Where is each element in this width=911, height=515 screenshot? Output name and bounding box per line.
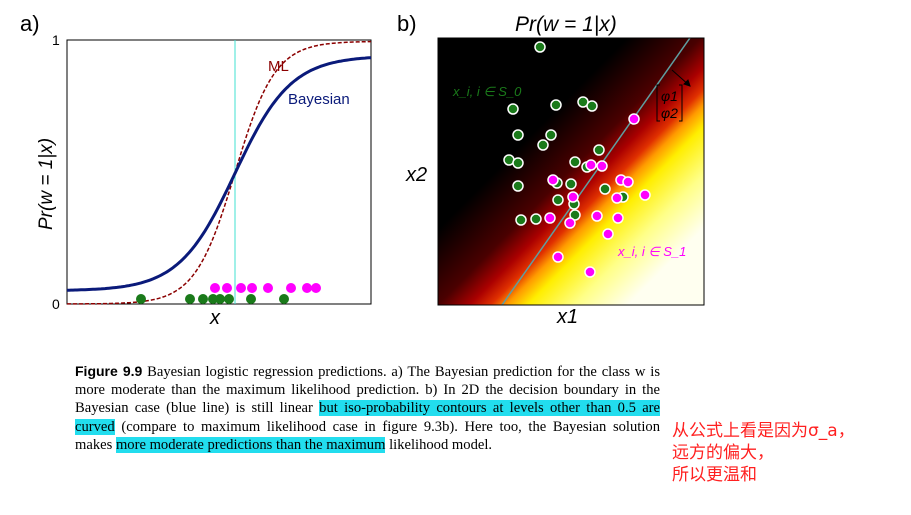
class1-point [584, 266, 596, 278]
ml-curve [67, 40, 371, 305]
class0-point [569, 156, 581, 168]
class0-point [136, 294, 146, 304]
class0-point [545, 129, 557, 141]
class0-point [208, 294, 218, 304]
class1-label: x_i, i ∈ S_1 [617, 244, 686, 259]
bayesian-curve [67, 56, 372, 292]
panel-b-data-points [503, 41, 651, 278]
class1-point [622, 176, 634, 188]
class1-point [567, 191, 579, 203]
legend-bayesian: Bayesian [288, 91, 350, 108]
y-axis-label: Pr(w = 1|x) [36, 138, 57, 230]
class0-point [224, 294, 234, 304]
class0-point [185, 294, 195, 304]
class0-point [593, 144, 605, 156]
panel-b-frame [437, 37, 705, 306]
handwritten-note: 从公式上看是因为σ_a， 远方的偏大， 所以更温和 [672, 420, 902, 486]
caption-text-1: Bayesian logistic regression predictions… [75, 364, 660, 417]
class1-point [210, 283, 220, 293]
panel-a-data-points [136, 283, 321, 304]
class1-point [247, 283, 257, 293]
figure-caption: Figure 9.9 Bayesian logistic regression … [75, 362, 661, 454]
class1-point [222, 283, 232, 293]
class1-point [286, 283, 296, 293]
panel-b-y-label: x2 [405, 164, 427, 186]
class1-point [236, 283, 246, 293]
note-line-1: 从公式上看是因为σ_a， [672, 421, 855, 441]
class0-point [530, 213, 542, 225]
panel-a-label: a) [20, 11, 40, 36]
panel-b-title: Pr(w = 1|x) [515, 13, 617, 36]
class0-point [512, 157, 524, 169]
note-line-2: 远方的偏大， [672, 443, 774, 463]
class0-point [246, 294, 256, 304]
panel-a-plot: ML Bayesian 1 0 x Pr(w = 1|x) [36, 32, 372, 329]
x-axis-label: x [209, 307, 221, 329]
class1-point [612, 212, 624, 224]
class0-point [537, 139, 549, 151]
class0-point [552, 194, 564, 206]
class0-point [512, 129, 524, 141]
caption-text-3: likelihood model. [385, 436, 493, 453]
y-tick-0: 0 [52, 296, 60, 312]
panel-b-x-label: x1 [556, 306, 578, 328]
class0-point [515, 214, 527, 226]
figure-number: Figure 9.9 [75, 363, 143, 379]
class1-point [263, 283, 273, 293]
class0-point [586, 100, 598, 112]
y-tick-1: 1 [52, 32, 60, 48]
class0-point [198, 294, 208, 304]
class1-point [611, 192, 623, 204]
class0-point [215, 294, 225, 304]
class1-point [585, 159, 597, 171]
class1-point [602, 228, 614, 240]
panel-a-frame [66, 39, 372, 305]
class1-point [302, 283, 312, 293]
class0-point [569, 209, 581, 221]
phi-2: φ2 [661, 105, 678, 121]
class1-point [552, 251, 564, 263]
class0-label: x_i, i ∈ S_0 [452, 84, 522, 99]
panel-b-label: b) [397, 11, 417, 36]
class0-point [534, 41, 546, 53]
class1-point [628, 113, 640, 125]
probability-heatmap [438, 38, 704, 305]
class0-point [507, 103, 519, 115]
class0-point [279, 294, 289, 304]
class1-point [596, 160, 608, 172]
panel-b-plot: φ1 φ2 x_i, i ∈ S_0 x_i, i ∈ S_1 Pr(w = 1… [405, 13, 705, 328]
class1-point [639, 189, 651, 201]
caption-highlight-2: more moderate predictions than the maxim… [115, 436, 386, 453]
class1-point [311, 283, 321, 293]
class1-point [564, 217, 576, 229]
class0-point [599, 183, 611, 195]
legend-ml: ML [268, 58, 289, 75]
class0-point [565, 178, 577, 190]
class1-point [544, 212, 556, 224]
class1-point [547, 174, 559, 186]
class1-point [591, 210, 603, 222]
class0-point [512, 180, 524, 192]
caption-text-2: (compare to maximum likelihood case in f… [75, 418, 660, 453]
note-line-3: 所以更温和 [672, 465, 757, 485]
class0-point [550, 99, 562, 111]
phi-vector [656, 69, 691, 122]
phi-1: φ1 [661, 88, 678, 104]
